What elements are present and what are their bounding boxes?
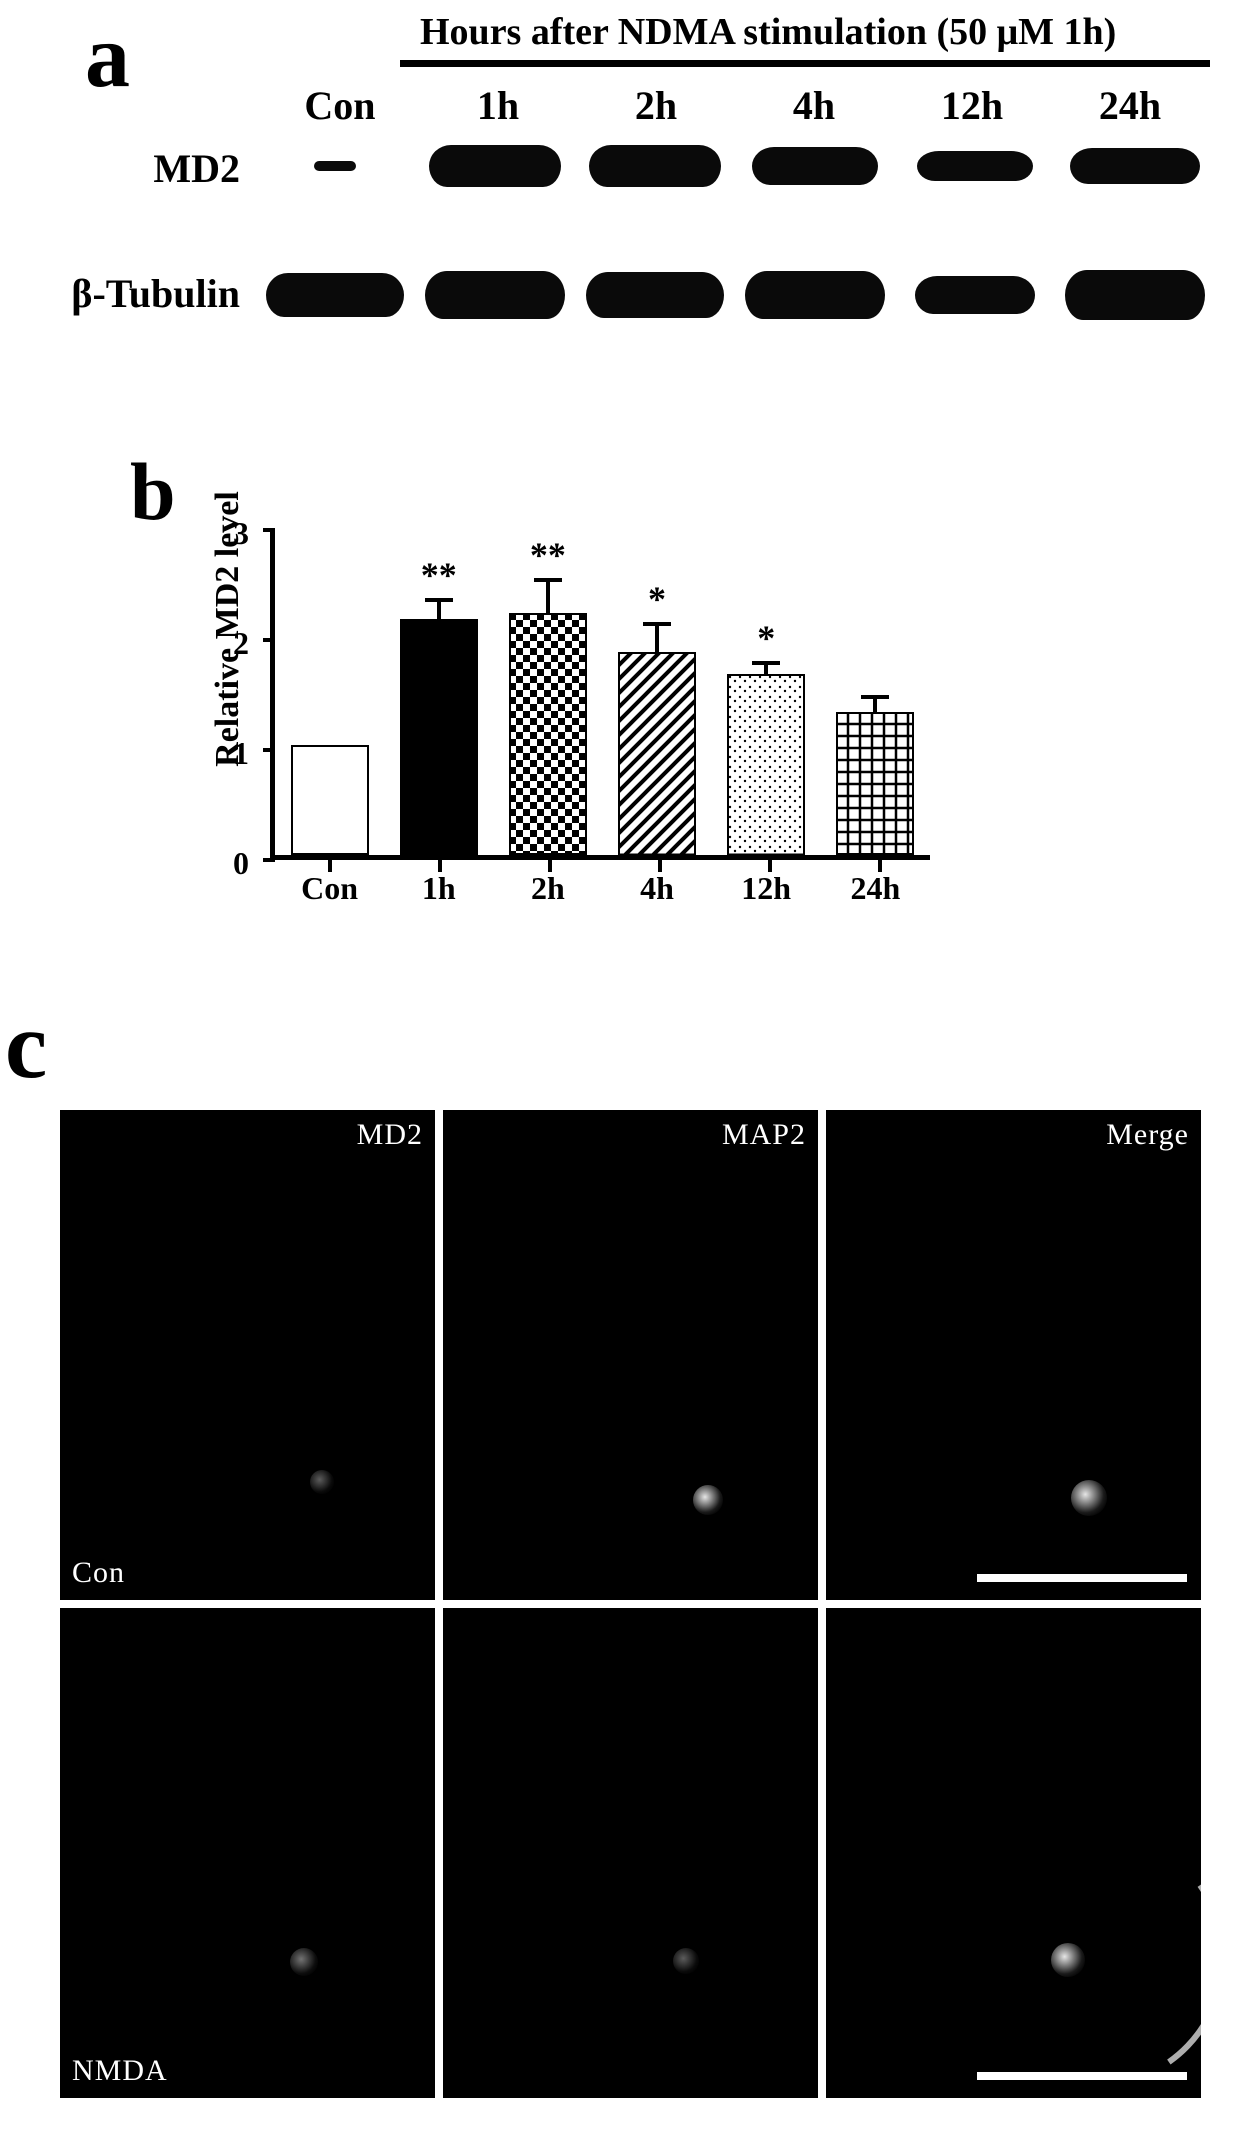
micro-nmda-md2: NMDA xyxy=(60,1608,435,2098)
ytick-mark-2 xyxy=(263,638,275,642)
xtick-Con xyxy=(328,860,332,872)
xtick-24h xyxy=(878,860,882,872)
ytick-mark-1 xyxy=(263,748,275,752)
stimulation-bar xyxy=(400,60,1210,67)
panel-b: b Relative MD2 level 0 1 2 3 ****** Con … xyxy=(150,460,970,950)
xtick-2h xyxy=(548,860,552,872)
bars-container: ****** xyxy=(275,530,930,855)
lane-headers: Con 1h 2h 4h 12h 24h xyxy=(265,82,1205,129)
sig-12h: * xyxy=(727,617,805,659)
tubulin-row-label: β-Tubulin xyxy=(50,270,240,317)
sig-1h: ** xyxy=(400,554,478,596)
xlabel-1h: 1h xyxy=(389,870,489,907)
stimulation-header: Hours after NDMA stimulation (50 μM 1h) xyxy=(420,10,1116,54)
md2-band-1h xyxy=(429,145,561,187)
ytick-3: 3 xyxy=(233,515,249,552)
xtick-1h xyxy=(438,860,442,872)
micro-con-map2: MAP2 xyxy=(443,1110,818,1600)
md2-row-label: MD2 xyxy=(50,145,240,192)
xlabel-2h: 2h xyxy=(498,870,598,907)
xtick-4h xyxy=(658,860,662,872)
panel-b-label: b xyxy=(130,445,176,539)
tub-band-con xyxy=(266,273,404,317)
md2-band-12h xyxy=(917,151,1033,181)
ytick-2: 2 xyxy=(233,625,249,662)
col-label-map2: MAP2 xyxy=(722,1118,806,1152)
tub-band-1h xyxy=(425,271,565,319)
md2-band-con xyxy=(314,161,356,171)
tub-band-4h xyxy=(745,271,885,319)
lane-1h: 1h xyxy=(423,82,573,129)
micro-con-md2: MD2 Con xyxy=(60,1110,435,1600)
lane-4h: 4h xyxy=(739,82,889,129)
microscopy-grid: MD2 Con MAP2 Merge NMDA xyxy=(60,1110,1210,2098)
lane-12h: 12h xyxy=(897,82,1047,129)
sig-4h: * xyxy=(618,578,696,620)
micro-con-merge: Merge xyxy=(826,1110,1201,1600)
tubulin-bands xyxy=(260,270,1210,320)
xlabel-24h: 24h xyxy=(825,870,925,907)
tub-band-12h xyxy=(915,276,1035,314)
row-label-con: Con xyxy=(72,1556,125,1590)
ytick-mark-0 xyxy=(263,858,275,862)
tub-band-24h xyxy=(1065,270,1205,320)
scalebar-nmda xyxy=(977,2072,1187,2080)
md2-band-24h xyxy=(1070,148,1200,184)
micro-nmda-merge xyxy=(826,1608,1201,2098)
panel-a-label: a xyxy=(85,5,130,108)
ytick-0: 0 xyxy=(233,845,249,882)
col-label-md2: MD2 xyxy=(357,1118,423,1152)
tub-band-2h xyxy=(586,272,724,318)
ytick-1: 1 xyxy=(233,735,249,772)
sig-2h: ** xyxy=(509,534,587,576)
xlabel-con: Con xyxy=(280,870,380,907)
chart-area: 0 1 2 3 ****** Con 1h 2h 4h 12h 24h xyxy=(270,530,930,860)
panel-c-label: c xyxy=(5,990,47,1100)
col-label-merge: Merge xyxy=(1106,1118,1189,1152)
xlabel-12h: 12h xyxy=(716,870,816,907)
lane-con: Con xyxy=(265,82,415,129)
xlabel-4h: 4h xyxy=(607,870,707,907)
lane-24h: 24h xyxy=(1055,82,1205,129)
md2-band-4h xyxy=(752,147,878,185)
lane-2h: 2h xyxy=(581,82,731,129)
xtick-12h xyxy=(768,860,772,872)
scalebar-con xyxy=(977,1574,1187,1582)
x-labels: Con 1h 2h 4h 12h 24h xyxy=(275,870,930,907)
md2-band-2h xyxy=(589,145,721,187)
row-label-nmda: NMDA xyxy=(72,2054,168,2088)
md2-bands xyxy=(260,145,1210,187)
ytick-mark-3 xyxy=(263,528,275,532)
micro-nmda-map2 xyxy=(443,1608,818,2098)
